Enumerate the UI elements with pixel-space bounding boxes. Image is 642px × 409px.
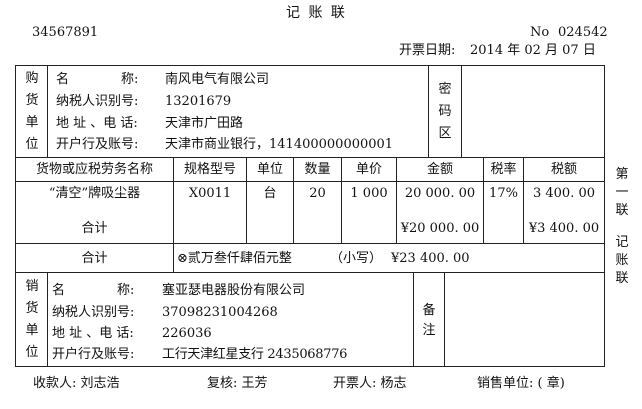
label-char: 单 [25,114,39,130]
label-char: 备 [422,302,436,318]
label-char: 单 [25,323,39,339]
divider [413,272,414,366]
label-char: 联 [615,203,629,218]
divider [15,243,605,244]
divider [444,272,445,366]
header-spec: 规格型号 [183,162,236,177]
header-tax-rate: 税率 [490,162,517,177]
divider [15,181,605,182]
date-label: 开票日期: [399,43,456,58]
label-char: 注 [422,322,436,338]
label-char: 货 [25,300,39,316]
seller-taxid: 37098231004268 [162,305,278,320]
total-label: 合计 [81,251,108,266]
total-lowercase: ¥23 400. 00 [391,251,470,266]
header-quantity: 数量 [304,162,331,177]
invoice-code: 34567891 [32,25,99,40]
cell-spec: X0011 [188,186,232,201]
seller-address-label: 地 址 、电 话: [52,326,134,341]
total-lowercase-label: （小写） [330,251,383,266]
cell-unit: 台 [263,186,277,201]
seller-name: 塞亚瑟电器股份有限公司 [162,283,306,298]
subtotal-label: 合计 [81,221,108,236]
divider [341,157,342,243]
header-item-name: 货物或应税劳务名称 [35,162,153,177]
buyer-taxid-label: 纳税人识别号: [56,94,139,109]
buyer-bank-label: 开户行及账号: [56,137,139,152]
header-amount: 金额 [426,162,453,177]
label-char: 购 [25,70,39,86]
total-uppercase: ⊗贰万叁仟肆佰元整 [177,251,292,266]
divider [396,157,397,243]
invoice-no-label: No [530,25,550,40]
seller-section-label: 销 货 单 位 [17,275,47,364]
buyer-name: 南风电气有限公司 [165,72,270,87]
invoice-table [15,65,605,367]
remark-label: 备 注 [414,300,444,340]
label-char: 第 [615,167,629,182]
subtotal-tax: ¥3 400. 00 [528,221,600,236]
label-char: 记 [615,235,629,250]
cell-unit-price: 1 000 [350,186,388,201]
header-unit-price: 单价 [355,162,382,177]
divider [483,157,484,243]
cell-tax-rate: 17% [489,186,518,201]
invoice-title: 记 账 联 [286,5,347,21]
buyer-address-label: 地 址 、电 话: [56,116,138,131]
buyer-bank: 天津市商业银行，141400000000001 [165,137,394,152]
divider [461,65,462,157]
subtotal-amount: ¥20 000. 00 [400,221,480,236]
invoice-no: 024542 [558,25,608,40]
label-char: 码 [438,103,452,119]
seller-taxid-label: 纳税人识别号: [52,305,135,320]
buyer-section-label: 购 货 单 位 [17,67,47,155]
cell-item-name: “清空”牌吸尘器 [48,186,141,201]
label-char: 账 [615,253,629,268]
header-tax-amount: 税额 [550,162,577,177]
seller-bank: 工行天津红星支行 2435068776 [162,347,348,362]
divider [47,272,48,366]
cipher-area-label: 密 码 区 [429,78,461,144]
cell-amount: 20 000. 00 [404,186,476,201]
label-char: 密 [438,81,452,97]
seller-address: 226036 [162,326,212,341]
buyer-taxid: 13201679 [165,94,232,109]
divider [293,157,294,243]
header-unit: 单位 [256,162,283,177]
copy-side-label: 第 一 联 记 账 联 [614,166,630,288]
divider [428,65,429,157]
seller-name-label: 名 称: [52,283,135,298]
label-char: 区 [438,125,452,141]
divider [246,157,247,243]
label-char: 销 [25,278,39,294]
divider [173,157,174,272]
invoice-date: 2014 年 02 月 07 日 [470,43,596,58]
cell-quantity: 20 [309,186,326,201]
divider [523,157,524,243]
issuer: 开票人: 杨志 [333,376,407,391]
buyer-address: 天津市广田路 [165,116,244,131]
seller-bank-label: 开户行及账号: [52,347,135,362]
label-char: 货 [25,92,39,108]
divider [15,272,605,273]
seller-stamp: 销售单位: ( 章) [477,376,565,391]
cell-tax-amount: 3 400. 00 [532,186,596,201]
label-char: 位 [25,345,39,361]
buyer-name-label: 名 称: [56,72,139,87]
divider [47,65,48,157]
payee: 收款人: 刘志浩 [33,376,120,391]
label-char: 联 [615,271,629,286]
label-char: 一 [615,185,629,200]
label-char: 位 [25,136,39,152]
divider [15,157,605,158]
reviewer: 复核: 王芳 [207,376,268,391]
